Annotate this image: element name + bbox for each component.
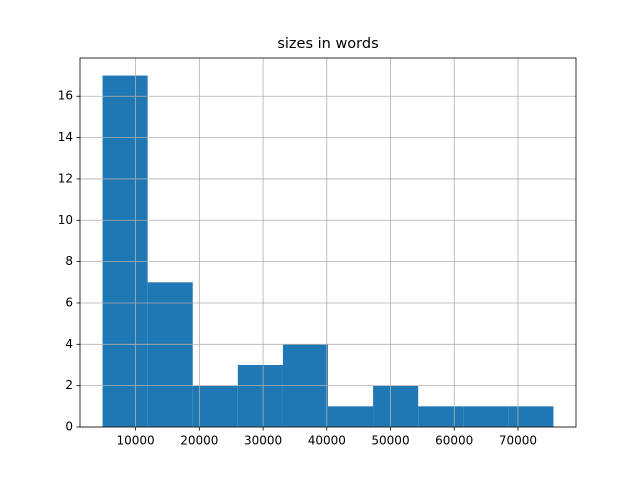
x-tick-label: 40000 [308, 434, 346, 448]
y-tick-label: 16 [58, 89, 73, 103]
x-tick-label: 20000 [180, 434, 218, 448]
x-tick-label: 60000 [435, 434, 473, 448]
bar [147, 282, 193, 427]
y-tick-label: 6 [65, 295, 73, 309]
y-tick-label: 4 [65, 337, 73, 351]
y-tick-label: 8 [65, 254, 73, 268]
y-tick-label: 10 [58, 213, 73, 227]
x-tick-label: 10000 [117, 434, 155, 448]
x-tick-label: 70000 [499, 434, 537, 448]
y-tick-label: 0 [65, 420, 73, 434]
bar [192, 385, 238, 427]
bar [508, 406, 554, 427]
y-tick-label: 2 [65, 378, 73, 392]
plot-frame [79, 57, 577, 428]
y-tick-label: 12 [58, 171, 73, 185]
bar [102, 75, 148, 428]
x-tick-label: 50000 [371, 434, 409, 448]
bar [418, 406, 464, 427]
bar [463, 406, 509, 427]
bar [328, 406, 374, 427]
x-tick-label: 30000 [244, 434, 282, 448]
y-tick-label: 14 [58, 130, 73, 144]
chart-title: sizes in words [277, 36, 378, 52]
bar [237, 364, 283, 427]
bar [373, 385, 419, 427]
